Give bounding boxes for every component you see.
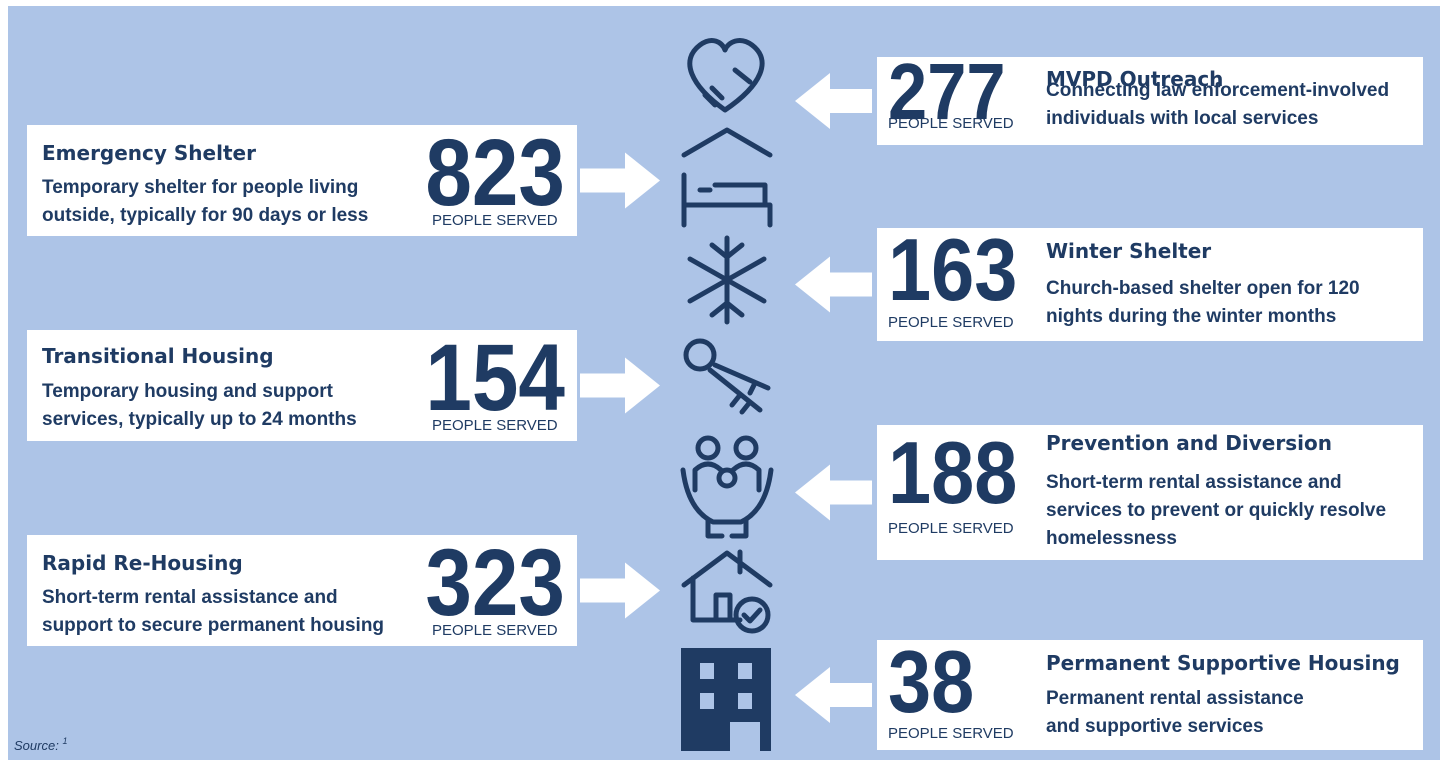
arrow <box>580 562 660 619</box>
hands-icon <box>680 461 774 539</box>
bed-icon <box>681 172 773 228</box>
program-description: Temporary shelter for people living <box>42 177 358 198</box>
key-ring-icon <box>683 338 717 372</box>
program-description: Temporary housing and support <box>42 381 334 402</box>
program-card <box>877 425 1423 560</box>
person-icon <box>733 435 759 461</box>
program-card <box>877 640 1423 750</box>
source: Source: 1 <box>14 736 67 753</box>
people-served-label: PEOPLE SERVED <box>888 725 1014 742</box>
people-served-number: 163 <box>888 220 1017 319</box>
arrow <box>795 256 872 313</box>
program-card <box>877 228 1423 341</box>
arrow <box>580 152 660 209</box>
program-description: Church-based shelter open for 120 <box>1046 278 1360 299</box>
program-title: Winter Shelter <box>1046 239 1211 263</box>
source-note: 1 <box>62 736 67 746</box>
program-description: Connecting law enforcement-involved <box>1046 80 1389 101</box>
house-icon <box>681 549 773 623</box>
program-card <box>27 330 577 441</box>
person-icon <box>695 435 721 461</box>
building-windows <box>700 663 760 751</box>
program-title: MVPD Outreach <box>1046 67 1223 91</box>
program-description: Permanent rental assistance <box>1046 688 1304 709</box>
people-served-label: PEOPLE SERVED <box>888 520 1014 537</box>
roof-icon <box>681 127 773 158</box>
people-served-number: 823 <box>425 120 565 226</box>
program-description: services to prevent or quickly resolve <box>1046 500 1386 521</box>
program-title: Transitional Housing <box>42 344 274 368</box>
people-served-label: PEOPLE SERVED <box>888 115 1014 132</box>
program-description: outside, typically for 90 days or less <box>42 205 368 226</box>
program-description: nights during the winter months <box>1046 306 1336 327</box>
check-icon <box>733 596 771 634</box>
program-title: Permanent Supportive Housing <box>1046 651 1400 675</box>
people-served-number: 277 <box>888 47 1006 136</box>
people-served-label: PEOPLE SERVED <box>888 314 1014 331</box>
program-title: Emergency Shelter <box>42 141 256 165</box>
people-served-number: 323 <box>425 530 565 636</box>
arrow <box>795 464 872 521</box>
program-card <box>27 535 577 646</box>
people-served-label: PEOPLE SERVED <box>432 212 558 229</box>
source-label: Source: <box>14 738 59 753</box>
heart-icon <box>687 38 765 113</box>
people-served-label: PEOPLE SERVED <box>432 622 558 639</box>
people-served-number: 188 <box>888 423 1017 522</box>
snowflake-icon <box>687 235 767 325</box>
people-served-number: 38 <box>888 632 974 731</box>
program-description: Short-term rental assistance and <box>1046 472 1342 493</box>
program-card <box>27 125 577 236</box>
arrow <box>580 357 660 414</box>
keys-icon <box>707 362 771 415</box>
person-icon <box>716 467 738 489</box>
program-description: support to secure permanent housing <box>42 615 384 636</box>
program-card <box>877 57 1423 145</box>
program-title: Rapid Re-Housing <box>42 551 243 575</box>
program-description: homelessness <box>1046 528 1177 549</box>
handshake-icon <box>702 67 753 108</box>
program-description: individuals with local services <box>1046 108 1318 129</box>
program-description: Short-term rental assistance and <box>42 587 338 608</box>
people-served-number: 154 <box>425 325 565 431</box>
arrow <box>795 667 872 723</box>
program-description: and supportive services <box>1046 716 1264 737</box>
arrow <box>795 73 872 129</box>
program-description: services, typically up to 24 months <box>42 409 357 430</box>
people-served-label: PEOPLE SERVED <box>432 417 558 434</box>
program-title: Prevention and Diversion <box>1046 431 1332 455</box>
icons <box>680 38 774 751</box>
check-mark <box>741 607 763 624</box>
